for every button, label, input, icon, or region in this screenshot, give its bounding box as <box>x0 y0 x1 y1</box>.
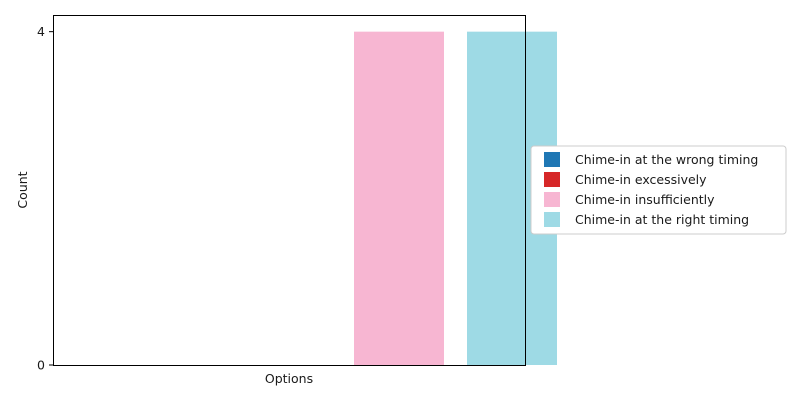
legend-swatch <box>544 192 560 207</box>
x-axis-label: Options <box>265 371 313 386</box>
legend-box <box>530 145 787 235</box>
legend-swatch <box>544 172 560 187</box>
legend: Chime-in at the wrong timing Chime-in exc… <box>530 145 787 235</box>
legend-label: Chime-in at the right timing <box>575 212 749 227</box>
y-ticks-group: 04 <box>37 24 53 373</box>
legend-label: Chime-in excessively <box>575 172 707 187</box>
bar-3 <box>354 31 444 366</box>
plot-frame <box>53 15 526 366</box>
legend-label: Chime-in at the wrong timing <box>575 152 758 167</box>
legend-swatch <box>544 152 560 167</box>
bars-group <box>354 31 557 366</box>
y-tick-label: 4 <box>37 24 45 39</box>
y-tick-label: 0 <box>37 358 45 373</box>
y-axis-label: Count <box>15 171 30 208</box>
legend-label: Chime-in insufficiently <box>575 192 715 207</box>
legend-swatch <box>544 212 560 227</box>
